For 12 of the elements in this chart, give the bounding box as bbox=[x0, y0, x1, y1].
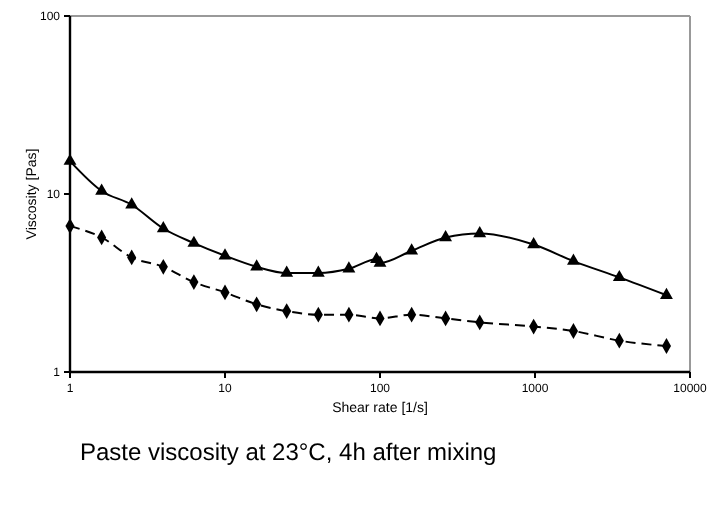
point bbox=[311, 265, 325, 277]
point bbox=[342, 261, 356, 273]
point bbox=[125, 197, 139, 209]
point bbox=[218, 248, 232, 260]
point bbox=[95, 183, 109, 195]
point bbox=[527, 237, 541, 249]
point bbox=[280, 265, 294, 277]
point bbox=[187, 235, 201, 247]
point bbox=[250, 259, 264, 271]
point bbox=[63, 153, 77, 165]
point bbox=[156, 221, 170, 233]
text: Paste viscosity at 23°C, 4h after mixing bbox=[80, 438, 497, 466]
